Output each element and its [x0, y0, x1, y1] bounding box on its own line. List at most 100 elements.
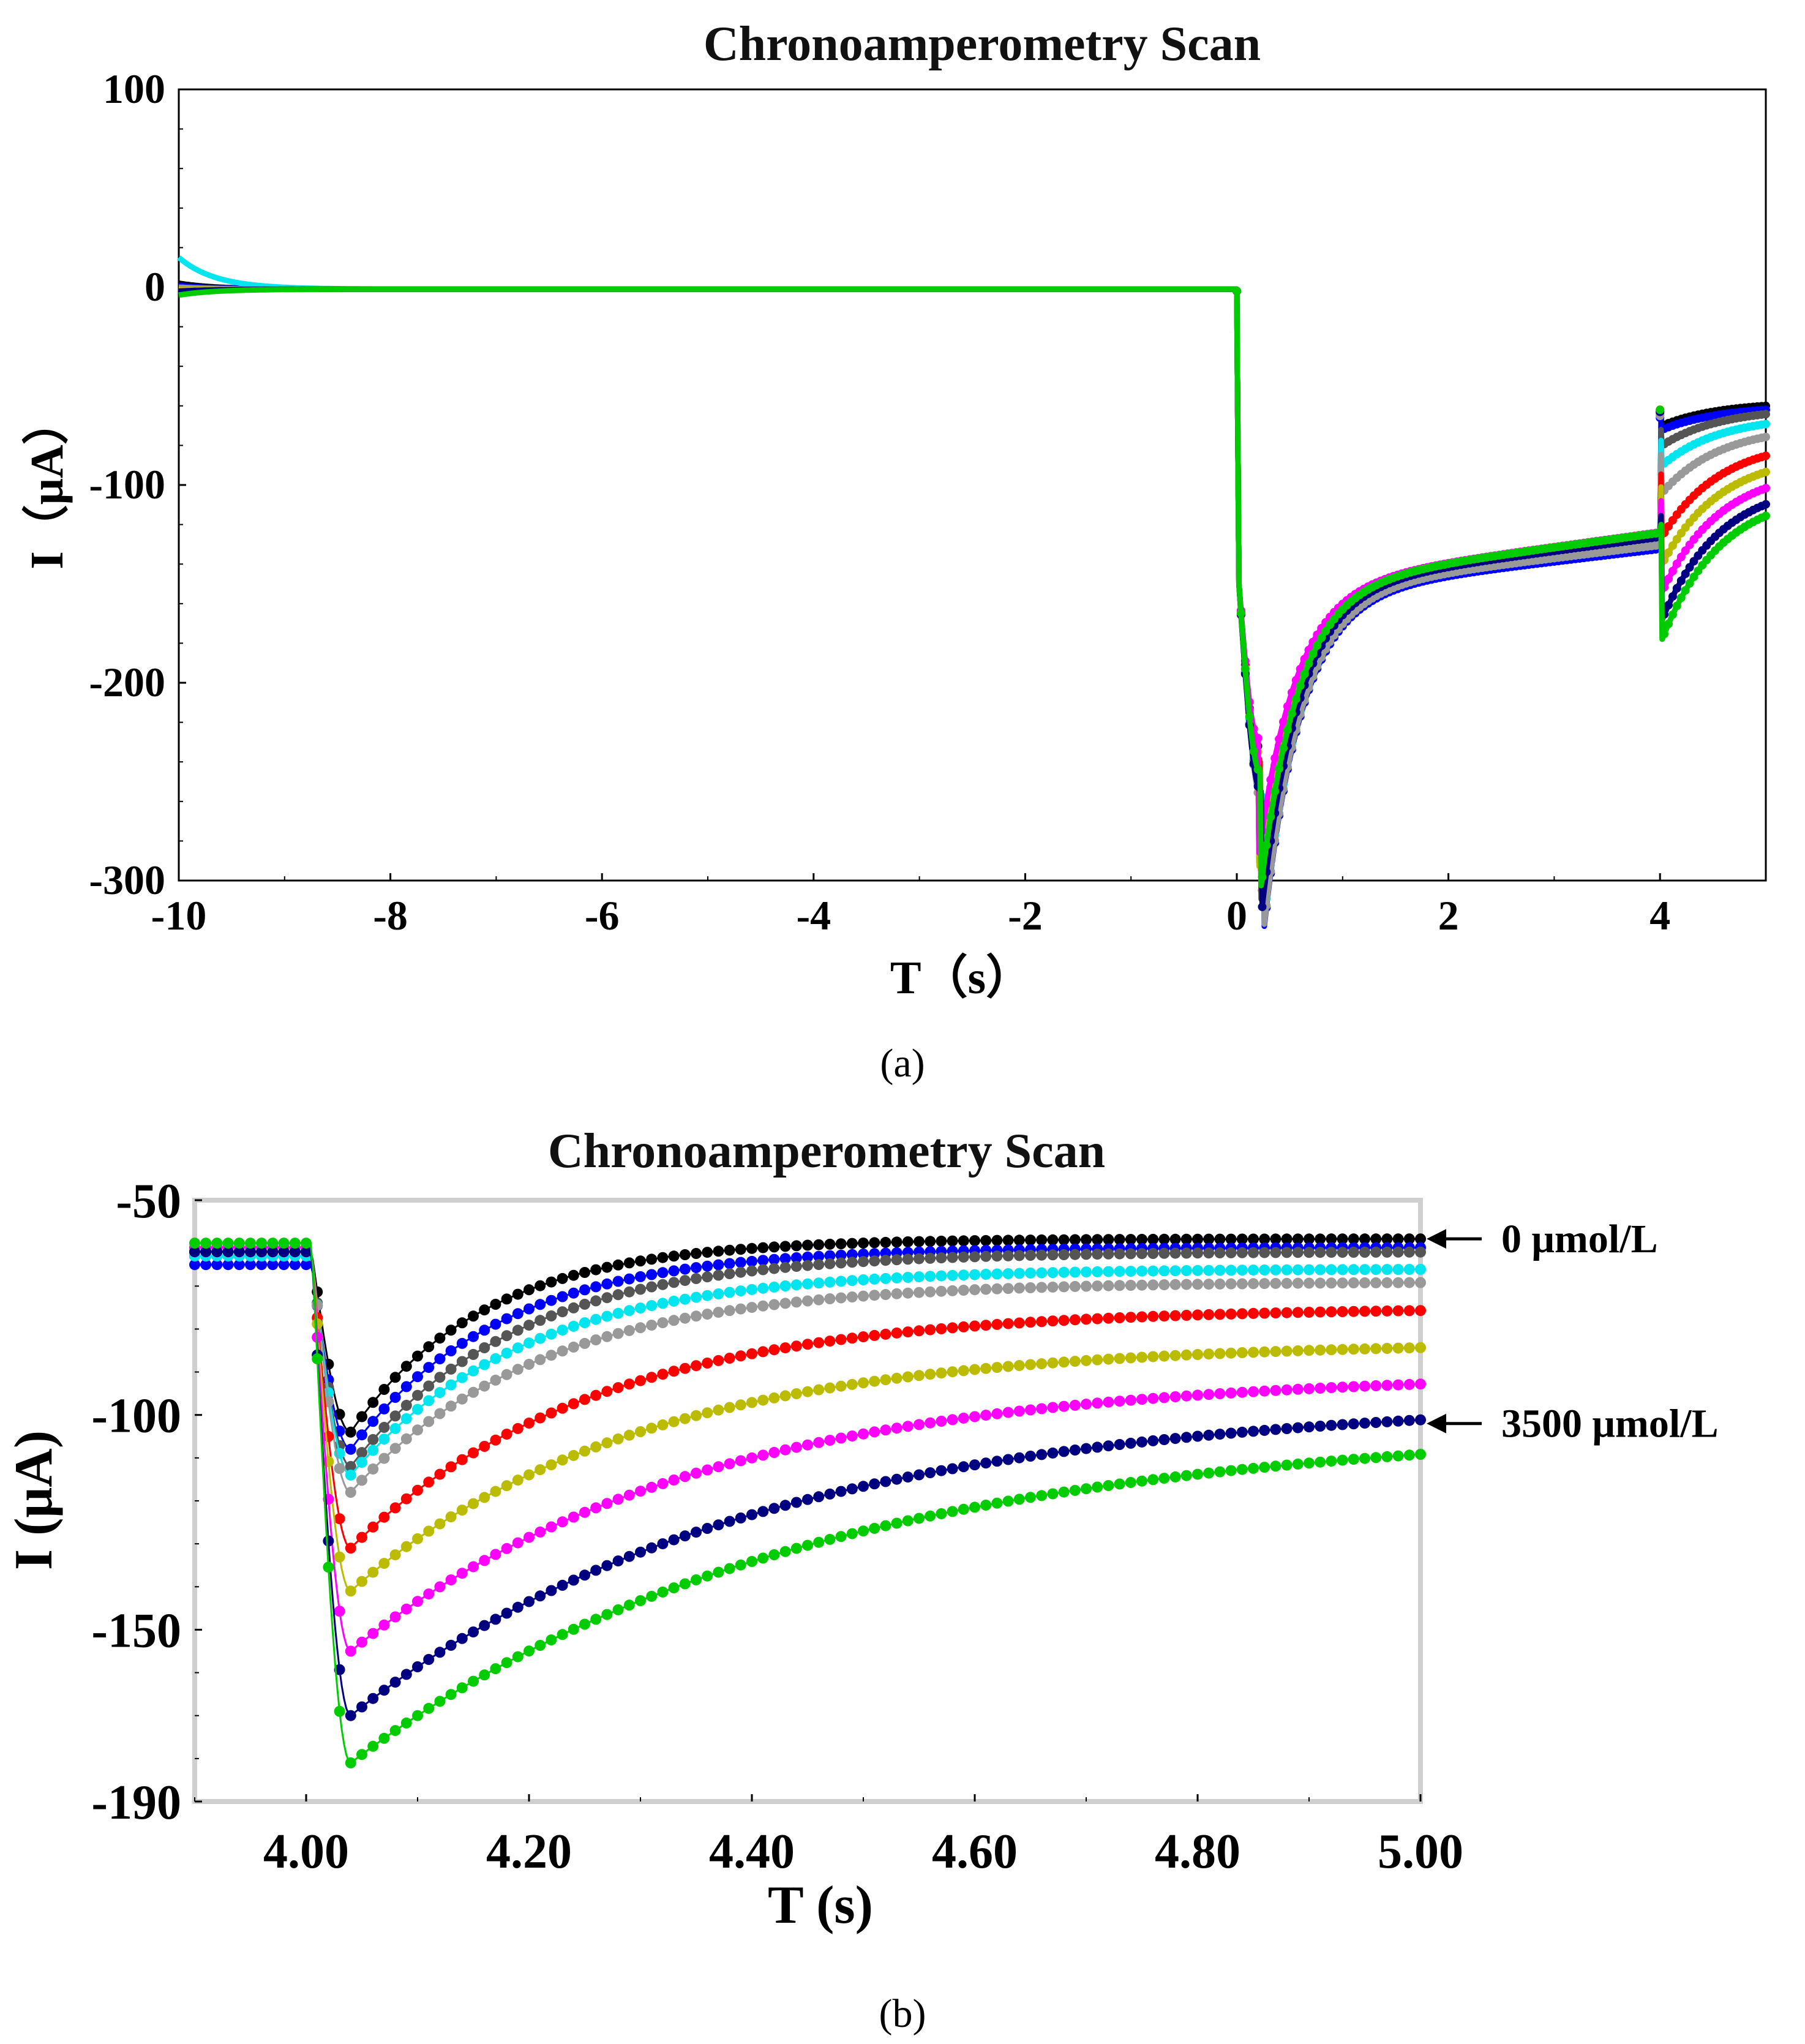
- data-point: [468, 1675, 479, 1687]
- data-point: [1672, 559, 1681, 568]
- data-point: [334, 1551, 345, 1563]
- data-point: [434, 1518, 446, 1530]
- data-point: [646, 1481, 658, 1493]
- data-point: [434, 1696, 446, 1707]
- data-point: [367, 1433, 379, 1445]
- data-point: [211, 1259, 223, 1271]
- data-point: [546, 1634, 557, 1646]
- data-point: [479, 1441, 490, 1452]
- data-point: [1214, 1309, 1226, 1320]
- data-point: [757, 1346, 769, 1358]
- data-point: [958, 1285, 969, 1296]
- data-point: [278, 1259, 290, 1271]
- y-tick-label: -50: [116, 1174, 181, 1228]
- data-point: [1114, 1280, 1125, 1291]
- data-point: [846, 1249, 858, 1260]
- data-point: [724, 1244, 735, 1256]
- data-point: [1681, 586, 1690, 595]
- data-point: [657, 1538, 669, 1550]
- data-point: [902, 1326, 914, 1338]
- data-point: [601, 1278, 613, 1290]
- data-point: [835, 1292, 847, 1304]
- data-point: [535, 1354, 546, 1366]
- data-point: [1315, 1264, 1326, 1276]
- data-point: [1326, 1277, 1337, 1289]
- data-point: [691, 1273, 702, 1284]
- data-point: [735, 1350, 746, 1362]
- data-point: [757, 1255, 769, 1266]
- data-point: [891, 1422, 902, 1434]
- data-point: [691, 1527, 702, 1538]
- data-point: [1081, 1234, 1092, 1246]
- data-point: [512, 1651, 523, 1663]
- data-point: [1225, 1347, 1237, 1359]
- data-point: [713, 1355, 724, 1366]
- panel-b-x-label: T (s): [768, 1876, 873, 1935]
- data-point: [1370, 1343, 1382, 1355]
- data-point: [1359, 1380, 1370, 1392]
- data-point: [568, 1287, 579, 1299]
- data-point: [1047, 1488, 1059, 1500]
- data-point: [501, 1313, 512, 1324]
- data-point: [1225, 1308, 1237, 1320]
- data-point: [456, 1372, 468, 1383]
- data-point: [568, 1623, 579, 1635]
- data-point: [1381, 1343, 1393, 1354]
- data-point: [345, 1426, 356, 1438]
- data-point: [579, 1445, 590, 1457]
- data-point: [646, 1281, 658, 1293]
- y-tick-label: 0: [144, 263, 165, 310]
- data-point: [936, 1465, 947, 1476]
- data-point: [1125, 1352, 1136, 1364]
- annotation-label: 0 μmol/L: [1501, 1217, 1658, 1261]
- data-point: [936, 1416, 947, 1427]
- data-point: [612, 1555, 624, 1567]
- data-point: [914, 1469, 925, 1481]
- data-point: [790, 1261, 802, 1272]
- data-point: [668, 1475, 680, 1486]
- data-point: [735, 1285, 746, 1297]
- data-point: [1180, 1349, 1192, 1361]
- data-point: [635, 1322, 646, 1334]
- data-point: [1058, 1446, 1070, 1457]
- data-point: [958, 1269, 969, 1281]
- data-point: [222, 1238, 234, 1249]
- data-point: [880, 1374, 891, 1386]
- y-tick-label: -300: [89, 857, 165, 903]
- data-point: [925, 1236, 936, 1247]
- data-point: [1002, 1407, 1014, 1418]
- data-point: [579, 1337, 590, 1349]
- data-point: [880, 1255, 891, 1266]
- data-point: [456, 1633, 468, 1644]
- data-point: [1081, 1313, 1092, 1325]
- data-point: [1214, 1264, 1226, 1276]
- data-point: [668, 1250, 680, 1262]
- data-point: [1668, 592, 1677, 601]
- data-point: [1403, 1305, 1415, 1317]
- data-point: [1668, 610, 1677, 619]
- data-point: [1326, 1344, 1337, 1356]
- data-point: [1002, 1454, 1014, 1465]
- data-point: [969, 1501, 980, 1513]
- series-series-2: [189, 1242, 1426, 1455]
- data-point: [1203, 1233, 1215, 1245]
- data-point: [523, 1418, 535, 1429]
- data-point: [1672, 584, 1681, 593]
- data-point: [1240, 664, 1250, 674]
- data-point: [880, 1328, 891, 1340]
- data-point: [1287, 709, 1296, 718]
- data-point: [479, 1555, 490, 1566]
- data-point: [813, 1294, 825, 1306]
- data-point: [579, 1569, 590, 1581]
- data-point: [1258, 902, 1267, 911]
- data-point: [1337, 1247, 1348, 1258]
- data-point: [824, 1276, 836, 1288]
- data-point: [445, 1363, 457, 1375]
- data-point: [1270, 1385, 1282, 1396]
- data-point: [1047, 1249, 1059, 1261]
- data-point: [991, 1250, 1003, 1262]
- data-point: [969, 1320, 980, 1332]
- data-point: [869, 1329, 880, 1341]
- data-point: [557, 1272, 568, 1284]
- data-point: [679, 1578, 691, 1590]
